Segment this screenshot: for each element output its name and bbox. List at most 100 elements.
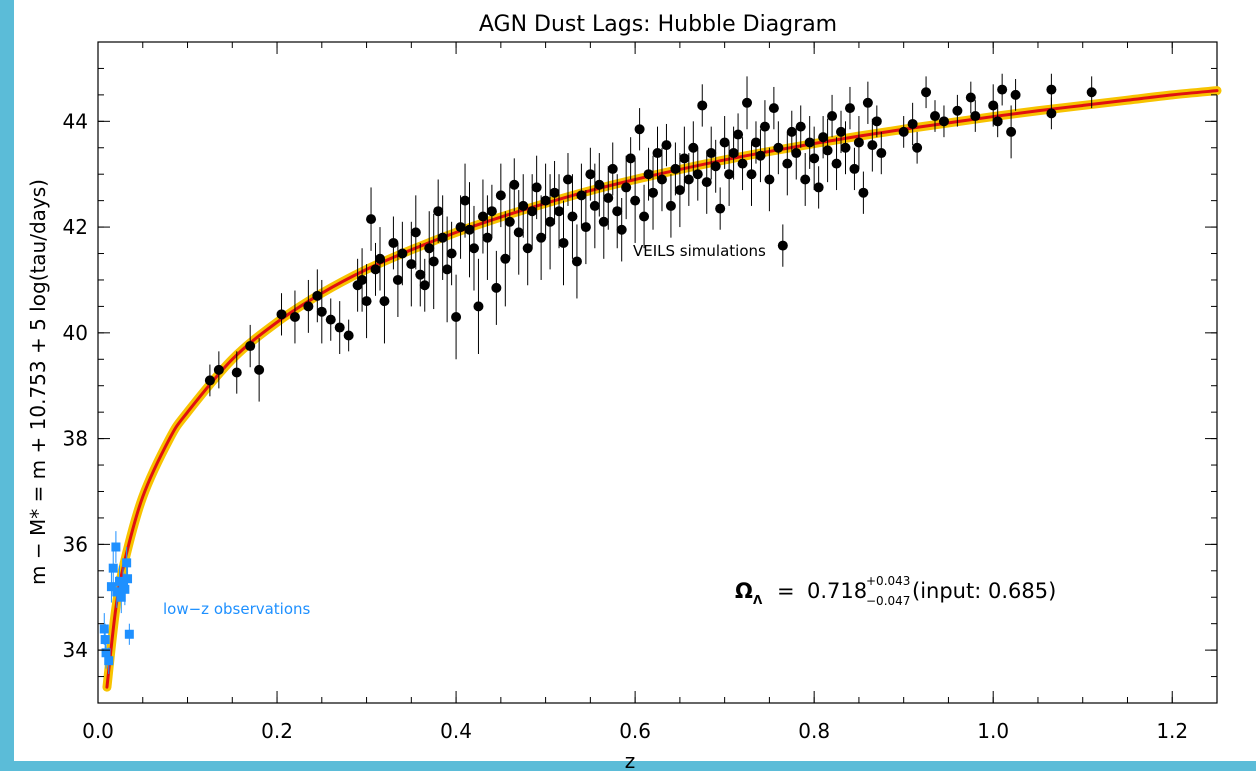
low-z-point	[106, 582, 116, 592]
veils-point	[836, 126, 847, 137]
veils-point	[576, 190, 587, 201]
veils-point	[862, 97, 873, 108]
veils-point	[777, 240, 788, 251]
veils-point	[554, 206, 565, 217]
veils-point	[616, 224, 627, 235]
veils-point	[379, 296, 390, 307]
veils-point	[504, 216, 515, 227]
veils-point	[370, 264, 381, 275]
veils-point	[491, 282, 502, 293]
veils-point	[276, 309, 287, 320]
veils-point	[692, 169, 703, 180]
veils-point	[755, 150, 766, 161]
frame-bottom-border	[0, 761, 1256, 771]
veils-point	[289, 311, 300, 322]
veils-point	[442, 264, 453, 275]
veils-point	[625, 153, 636, 164]
veils-point	[630, 195, 641, 206]
veils-point	[486, 206, 497, 217]
x-tick-label: 1.0	[977, 719, 1009, 743]
y-tick-label: 42	[63, 215, 88, 239]
veils-point	[759, 121, 770, 132]
veils-point	[513, 227, 524, 238]
veils-point	[446, 248, 457, 259]
omega-value: 0.718	[807, 579, 867, 603]
veils-point	[419, 280, 430, 291]
veils-point	[930, 111, 941, 122]
low-z-point	[111, 542, 121, 552]
veils-point	[433, 206, 444, 217]
low-z-point	[101, 648, 111, 658]
veils-point	[639, 211, 650, 222]
veils-point	[965, 92, 976, 103]
veils-point	[473, 301, 484, 312]
omega-input: (input: 0.685)	[912, 579, 1056, 603]
veils-point	[357, 274, 368, 285]
veils-point	[518, 200, 529, 211]
veils-point	[500, 253, 511, 264]
veils-point	[580, 222, 591, 233]
veils-point	[540, 195, 551, 206]
veils-point	[831, 158, 842, 169]
veils-point	[482, 232, 493, 243]
y-axis-title: m − M* = m + 10.753 + 5 log(tau/days)	[26, 179, 50, 585]
veils-point	[424, 243, 435, 254]
low-z-point	[120, 584, 130, 594]
y-tick-label: 40	[63, 321, 88, 345]
y-tick-label: 38	[63, 427, 88, 451]
veils-point	[558, 237, 569, 248]
veils-point	[549, 187, 560, 198]
veils-point	[245, 341, 256, 352]
y-tick-label: 34	[63, 638, 88, 662]
veils-point	[495, 190, 506, 201]
veils-point	[509, 179, 520, 190]
veils-point	[688, 142, 699, 153]
veils-point	[231, 367, 242, 378]
veils-point	[733, 129, 744, 140]
omega-annotation: Ω Λ = 0.718 +0.043 −0.047 (input: 0.685)	[735, 574, 1056, 608]
veils-point	[428, 256, 439, 267]
frame-left-border	[0, 0, 14, 771]
veils-point	[876, 148, 887, 159]
veils-point	[858, 187, 869, 198]
x-tick-label: 0.8	[798, 719, 830, 743]
veils-point	[451, 311, 462, 322]
veils-point	[813, 182, 824, 193]
veils-point	[786, 126, 797, 137]
veils-point	[804, 137, 815, 148]
veils-point	[701, 177, 712, 188]
chart-title: AGN Dust Lags: Hubble Diagram	[479, 12, 837, 37]
veils-point	[853, 137, 864, 148]
veils-point	[522, 243, 533, 254]
veils-point	[527, 206, 538, 217]
veils-point	[715, 203, 726, 214]
veils-point	[607, 163, 618, 174]
veils-point	[536, 232, 547, 243]
veils-point	[750, 137, 761, 148]
veils-point	[661, 140, 672, 151]
low-z-point	[118, 579, 128, 589]
veils-point	[397, 248, 408, 259]
veils-point	[464, 224, 475, 235]
veils-point	[571, 256, 582, 267]
veils-point	[562, 174, 573, 185]
veils-point	[674, 185, 685, 196]
veils-point	[634, 124, 645, 135]
veils-point	[254, 364, 265, 375]
low-z-point	[122, 558, 132, 568]
veils-point	[612, 206, 623, 217]
plot-area-frame	[97, 41, 1218, 704]
x-tick-label: 0.4	[440, 719, 472, 743]
veils-point	[361, 296, 372, 307]
veils-point	[742, 97, 753, 108]
veils-point	[460, 195, 471, 206]
low-z-point	[99, 624, 109, 634]
omega-equals: =	[777, 579, 795, 603]
veils-point	[594, 179, 605, 190]
veils-point	[589, 200, 600, 211]
veils-point	[656, 174, 667, 185]
veils-point	[988, 100, 999, 111]
veils-point	[970, 111, 981, 122]
veils-point	[415, 269, 426, 280]
veils-point	[388, 237, 399, 248]
